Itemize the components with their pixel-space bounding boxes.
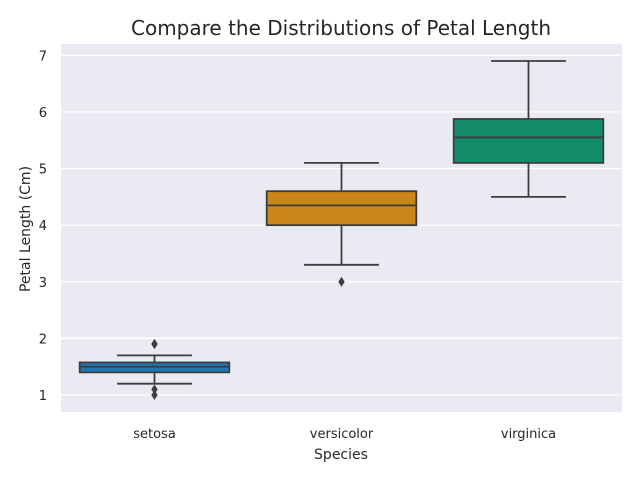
y-tick-label: 5 [39, 163, 47, 178]
x-tick-label: versicolor [310, 427, 374, 442]
box-virginica [452, 60, 605, 198]
box-iqr [265, 190, 418, 227]
outlier-marker [151, 390, 158, 401]
y-tick-label: 4 [39, 219, 47, 234]
outlier-marker [338, 276, 345, 287]
box-setosa [78, 339, 231, 401]
box-versicolor [265, 161, 418, 287]
y-tick-label: 3 [39, 276, 47, 291]
y-tick-label: 6 [39, 106, 47, 121]
x-axis-label: Species [314, 447, 368, 463]
outlier-marker [151, 339, 158, 350]
y-tick-label: 1 [39, 389, 47, 404]
boxes [78, 60, 605, 401]
outlier-marker [151, 384, 158, 395]
x-tick-labels: setosa versicolor virginica [133, 427, 556, 442]
y-tick-labels: 1 2 3 4 5 6 7 [39, 49, 47, 404]
x-tick-label: setosa [133, 427, 176, 442]
chart-title: Compare the Distributions of Petal Lengt… [131, 16, 551, 40]
y-axis-label: Petal Length (Cm) [18, 166, 34, 292]
y-tick-label: 7 [39, 49, 47, 64]
y-tick-label: 2 [39, 332, 47, 347]
x-tick-label: virginica [501, 427, 556, 442]
box-iqr [452, 118, 605, 164]
